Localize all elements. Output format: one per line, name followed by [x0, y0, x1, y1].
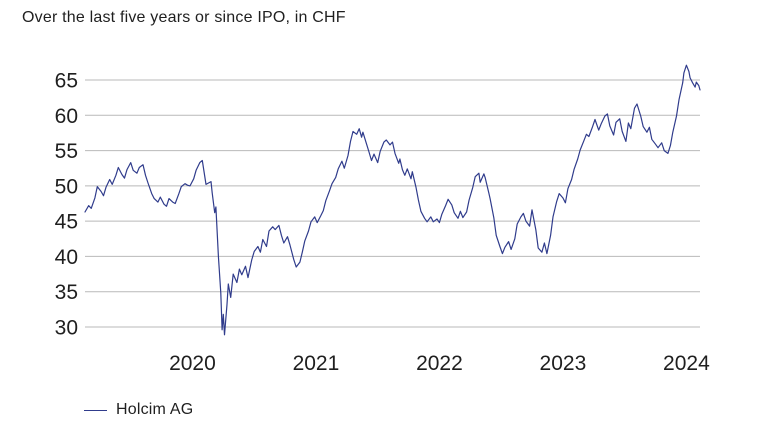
y-tick-label: 30 [55, 317, 78, 340]
x-tick-label: 2023 [540, 352, 587, 375]
y-tick-label: 55 [55, 140, 78, 163]
y-tick-label: 60 [55, 105, 78, 128]
y-tick-label: 35 [55, 281, 78, 304]
x-tick-label: 2021 [293, 352, 340, 375]
legend: Holcim AG [84, 401, 193, 419]
x-tick-label: 2022 [416, 352, 463, 375]
y-tick-label: 45 [55, 211, 78, 234]
y-tick-label: 50 [55, 175, 78, 198]
x-tick-label: 2020 [169, 352, 216, 375]
holcim-price-line [84, 64, 701, 336]
x-tick-label: 2024 [663, 352, 710, 375]
y-tick-label: 65 [55, 70, 78, 93]
chart-title: Over the last five years or since IPO, i… [22, 9, 346, 26]
y-tick-label: 40 [55, 246, 78, 269]
legend-line-swatch [84, 409, 107, 411]
legend-series-label: Holcim AG [116, 401, 194, 418]
